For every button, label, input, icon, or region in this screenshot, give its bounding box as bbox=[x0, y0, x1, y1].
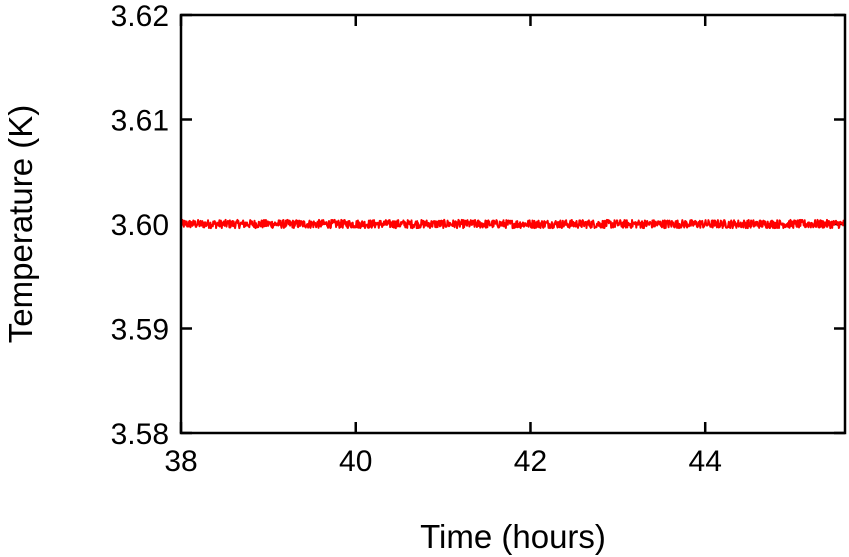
y-tick-label-3: 3.61 bbox=[111, 105, 169, 138]
x-tick-label-2: 42 bbox=[514, 445, 547, 478]
tick-labels: 38 40 42 44 3.58 3.59 3.60 3.61 3.62 bbox=[111, 0, 722, 478]
y-tick-label-2: 3.60 bbox=[111, 209, 169, 242]
plot-frame bbox=[179, 13, 847, 435]
y-tick-label-1: 3.59 bbox=[111, 314, 169, 347]
x-tick-label-0: 38 bbox=[164, 445, 197, 478]
x-tick-label-1: 40 bbox=[339, 445, 372, 478]
series-line-0 bbox=[180, 218, 846, 230]
y-axis-label: Temperature (K) bbox=[2, 105, 39, 343]
y-tick-label-4: 3.62 bbox=[111, 0, 169, 33]
x-tick-label-3: 44 bbox=[689, 445, 722, 478]
x-axis-label: Time (hours) bbox=[420, 518, 606, 555]
series-group bbox=[180, 218, 846, 230]
y-tick-label-0: 3.58 bbox=[111, 418, 169, 451]
